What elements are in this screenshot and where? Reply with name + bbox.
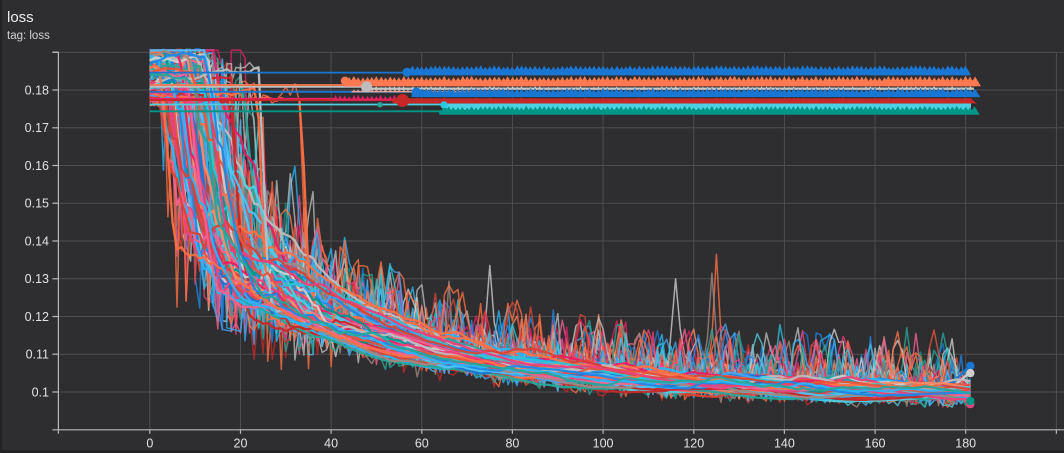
svg-text:20: 20 <box>234 437 248 451</box>
svg-text:40: 40 <box>324 437 338 451</box>
svg-text:100: 100 <box>593 437 614 451</box>
svg-text:180: 180 <box>955 437 976 451</box>
svg-text:0.15: 0.15 <box>25 197 49 211</box>
svg-text:0.17: 0.17 <box>25 121 49 135</box>
svg-text:60: 60 <box>415 437 429 451</box>
svg-text:0: 0 <box>146 437 153 451</box>
svg-text:0.12: 0.12 <box>25 310 49 324</box>
svg-text:0.11: 0.11 <box>26 348 49 362</box>
svg-text:80: 80 <box>505 437 519 451</box>
svg-text:0.16: 0.16 <box>25 159 49 173</box>
svg-text:160: 160 <box>865 437 886 451</box>
svg-text:0.18: 0.18 <box>25 83 49 97</box>
svg-text:0.14: 0.14 <box>25 234 49 248</box>
svg-text:0.1: 0.1 <box>32 385 49 399</box>
svg-text:140: 140 <box>774 437 795 451</box>
svg-text:120: 120 <box>683 437 704 451</box>
svg-text:0.13: 0.13 <box>25 272 49 286</box>
